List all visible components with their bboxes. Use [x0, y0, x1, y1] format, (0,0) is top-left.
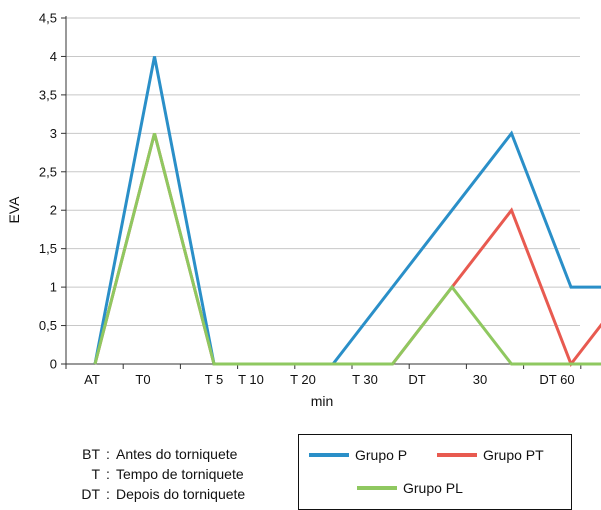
note-row-dt: DT : Depois do torniquete	[60, 484, 245, 504]
y-tick-label: 1,5	[39, 241, 57, 256]
y-tick-label: 3	[50, 126, 57, 141]
note-separator: :	[106, 446, 110, 462]
note-separator: :	[106, 486, 110, 502]
note-text: Depois do torniquete	[116, 486, 246, 502]
note-text: Antes do torniquete	[116, 446, 238, 462]
y-tick-label: 4,5	[39, 11, 57, 26]
note-separator: :	[106, 466, 110, 482]
note-row-bt: BT : Antes do torniquete	[60, 444, 245, 464]
y-tick-label: 0	[50, 357, 57, 372]
gridlines	[66, 17, 580, 327]
abbreviation-notes: BT : Antes do torniquete T : Tempo de to…	[60, 444, 245, 504]
x-tick-label: T0	[135, 372, 150, 387]
note-row-t: T : Tempo de torniquete	[60, 464, 245, 484]
line-chart: 0 0,5 1 1,5 2 2,5 3 3,5 4 4,5 AT T0 T 5 T 10 T 20 T 30…	[6, 11, 601, 409]
y-tick-label: 2,5	[39, 164, 57, 179]
y-tick-labels: 0 0,5 1 1,5 2 2,5 3 3,5 4 4,5	[39, 11, 57, 372]
x-tick-label: 30	[473, 372, 487, 387]
legend-item-grupo-pt: Grupo PT	[437, 447, 544, 463]
legend-swatch-grupo-p	[309, 453, 349, 457]
x-tick-labels: AT T0 T 5 T 10 T 20 T 30 DT 30 DT 60	[84, 372, 574, 387]
legend-item-grupo-pl: Grupo PL	[357, 480, 463, 496]
x-tick-label: DT 60	[539, 372, 574, 387]
note-key: T	[91, 466, 100, 482]
x-tick-label: AT	[84, 372, 100, 387]
y-tick-label: 2	[50, 203, 57, 218]
series-line-grupo-pl	[93, 132, 601, 366]
series-lines	[93, 56, 601, 368]
chart-legend: Grupo P Grupo PT Grupo PL	[298, 434, 572, 510]
y-tick-label: 0,5	[39, 318, 57, 333]
y-tick-label: 3,5	[39, 87, 57, 102]
series-line-grupo-p	[93, 56, 601, 366]
x-tick-label: T 5	[205, 372, 224, 387]
legend-swatch-grupo-pl	[357, 486, 397, 490]
legend-label: Grupo PT	[483, 447, 544, 463]
x-tick-label: T 30	[352, 372, 378, 387]
x-tick-label: DT	[408, 372, 425, 387]
legend-label: Grupo P	[355, 447, 408, 463]
y-axis-label: EVA	[6, 196, 22, 224]
note-key: DT	[81, 486, 100, 502]
legend-swatch-grupo-pt	[437, 453, 477, 457]
note-text: Tempo de torniquete	[116, 466, 244, 482]
legend-item-grupo-p: Grupo P	[309, 447, 407, 463]
y-tick-label: 1	[50, 280, 57, 295]
y-tick-label: 4	[50, 49, 57, 64]
x-tick-label: T 10	[238, 372, 264, 387]
note-key: BT	[82, 446, 100, 462]
x-tick-label: T 20	[290, 372, 316, 387]
legend-label: Grupo PL	[403, 480, 463, 496]
x-axis-label: min	[311, 393, 334, 409]
